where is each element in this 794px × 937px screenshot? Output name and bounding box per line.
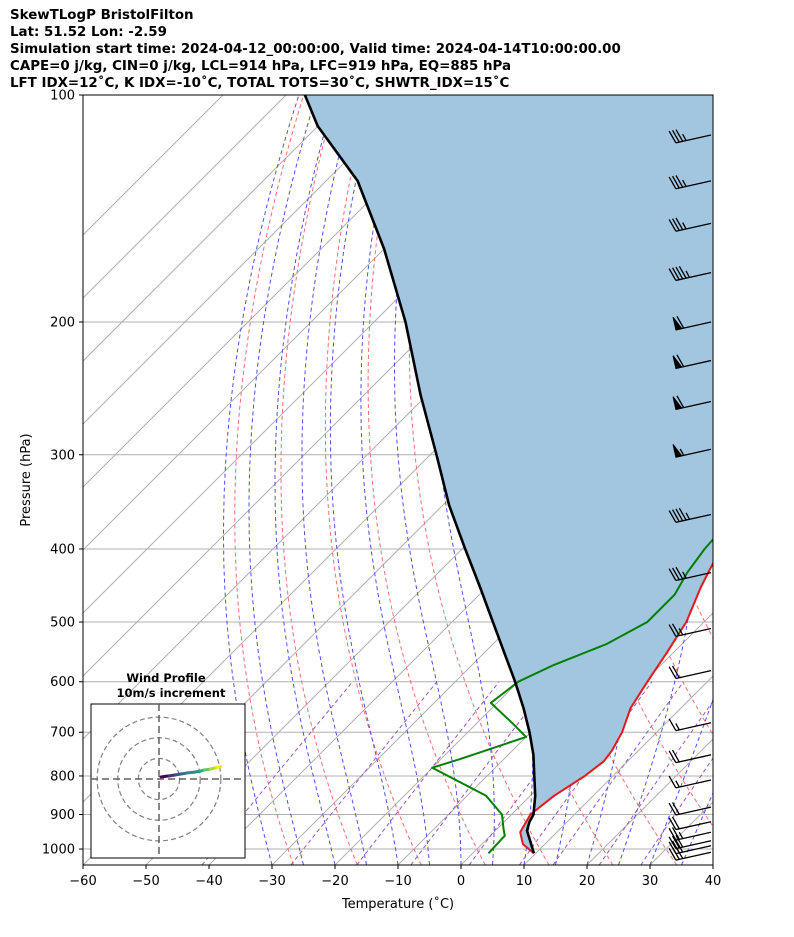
dry-adiabat-line xyxy=(280,95,358,865)
mixing-ratio-line xyxy=(356,681,500,865)
x-tick-label: −40 xyxy=(195,874,222,889)
x-tick-label: 0 xyxy=(457,874,465,889)
cape-shading xyxy=(304,95,713,854)
y-tick-label: 700 xyxy=(50,726,75,741)
y-tick-label: 600 xyxy=(50,675,75,690)
x-tick-label: −50 xyxy=(132,874,159,889)
temperature-line xyxy=(519,561,713,855)
wind-barbs xyxy=(668,129,712,861)
isotherm-line xyxy=(523,675,713,865)
wind-barb xyxy=(668,266,712,282)
dry-adiabat-line xyxy=(408,95,550,865)
parcel-line xyxy=(303,95,537,854)
isotherm-line xyxy=(83,95,350,362)
x-tick-label: −10 xyxy=(384,874,411,889)
y-tick-label: 300 xyxy=(50,448,75,463)
y-axis-ticks: 100 200 300 400 500 600 700 800 900 1000 xyxy=(42,89,83,858)
y-tick-label: 200 xyxy=(50,315,75,330)
x-tick-label: −60 xyxy=(69,874,96,889)
wind-barb xyxy=(672,395,712,411)
y-tick-label: 900 xyxy=(50,808,75,823)
moist-adiabat-line xyxy=(274,95,336,865)
mixing-ratio-line xyxy=(552,681,684,865)
stability-indices-1: CAPE=0 j/kg, CIN=0 j/kg, LCL=914 hPa, LF… xyxy=(10,59,512,75)
isotherm-line xyxy=(334,486,713,865)
wind-barb xyxy=(672,354,712,370)
y-tick-label: 100 xyxy=(50,89,75,104)
mixing-ratio-line xyxy=(598,700,713,865)
dry-adiabat-line xyxy=(367,95,486,865)
wind-barb xyxy=(668,834,712,850)
wind-barb xyxy=(672,444,712,458)
moist-adiabat-line xyxy=(248,95,318,865)
moist-adiabat-line xyxy=(681,791,713,865)
y-tick-label: 500 xyxy=(50,616,75,631)
hodograph-title: Wind Profile xyxy=(126,671,206,685)
isotherm-line xyxy=(83,95,413,425)
moist-adiabat-line xyxy=(712,863,713,865)
isotherm-line xyxy=(712,864,713,865)
hodograph-subtitle: 10m/s increment xyxy=(117,686,226,700)
wind-barb xyxy=(668,566,712,582)
y-tick-label: 400 xyxy=(50,542,75,557)
stability-indices-2: LFT IDX=12˚C, K IDX=-10˚C, TOTAL TOTS=30… xyxy=(10,76,510,92)
wind-barb xyxy=(668,718,712,732)
isotherm-line xyxy=(83,95,224,236)
moist-adiabat-line xyxy=(649,697,713,865)
chart-title: SkewTLogP BristolFilton xyxy=(10,8,194,23)
mixing-ratio-line xyxy=(640,757,713,865)
location-coordinates: Lat: 51.52 Lon: -2.59 xyxy=(10,25,167,41)
x-tick-label: −30 xyxy=(258,874,285,889)
isotherm-line xyxy=(83,95,476,488)
profile-lines xyxy=(303,95,713,855)
y-axis-label: Pressure (hPa) xyxy=(19,433,34,526)
x-tick-label: 20 xyxy=(579,874,596,889)
wind-barb xyxy=(668,839,712,855)
simulation-times: Simulation start time: 2024-04-12_00:00:… xyxy=(10,42,621,58)
hodograph-trace xyxy=(215,765,223,769)
isotherm-line xyxy=(83,95,287,299)
moist-adiabat-line xyxy=(360,95,430,865)
y-tick-label: 800 xyxy=(50,769,75,784)
wind-barb xyxy=(668,507,712,523)
isotherm-line xyxy=(776,95,794,865)
wind-barb xyxy=(668,175,712,190)
wind-barb xyxy=(668,775,712,789)
x-tick-label: 30 xyxy=(642,874,659,889)
hodograph-inset: Wind Profile 10m/s increment xyxy=(90,671,246,859)
wind-barb xyxy=(668,217,712,232)
x-tick-label: −20 xyxy=(321,874,348,889)
dewpoint-line xyxy=(431,537,713,854)
wind-barb xyxy=(668,802,712,816)
wind-barb xyxy=(668,749,712,764)
moist-adiabat-line xyxy=(394,95,462,865)
cin-area xyxy=(304,95,713,854)
dry-adiabat-line xyxy=(760,95,794,865)
y-tick-label: 1000 xyxy=(42,843,75,858)
dry-adiabat-line xyxy=(234,95,305,865)
mixing-ratio-line xyxy=(468,681,606,865)
wind-barb xyxy=(668,816,712,831)
mixing-ratio-line xyxy=(410,681,551,865)
mixing-ratio-line xyxy=(290,681,438,865)
wind-barb xyxy=(668,623,712,638)
wind-barb xyxy=(668,129,712,144)
chart-header: SkewTLogP BristolFilton Lat: 51.52 Lon: … xyxy=(10,7,621,92)
dry-adiabat-line xyxy=(728,95,794,865)
wind-barb xyxy=(672,315,712,331)
x-tick-label: 10 xyxy=(516,874,533,889)
moist-adiabat-line xyxy=(329,95,399,865)
x-axis-label: Temperature (˚C) xyxy=(341,896,454,912)
dry-adiabat-line xyxy=(324,95,422,865)
wind-barb xyxy=(668,665,712,680)
moist-adiabat-line xyxy=(223,95,300,865)
x-tick-label: 40 xyxy=(705,874,722,889)
wind-barb xyxy=(668,827,712,841)
moist-adiabat-line xyxy=(301,95,367,865)
hodograph-frame xyxy=(90,703,246,859)
x-axis-ticks: −60 −50 −40 −30 −20 −10 0 10 20 30 40 xyxy=(69,865,721,889)
